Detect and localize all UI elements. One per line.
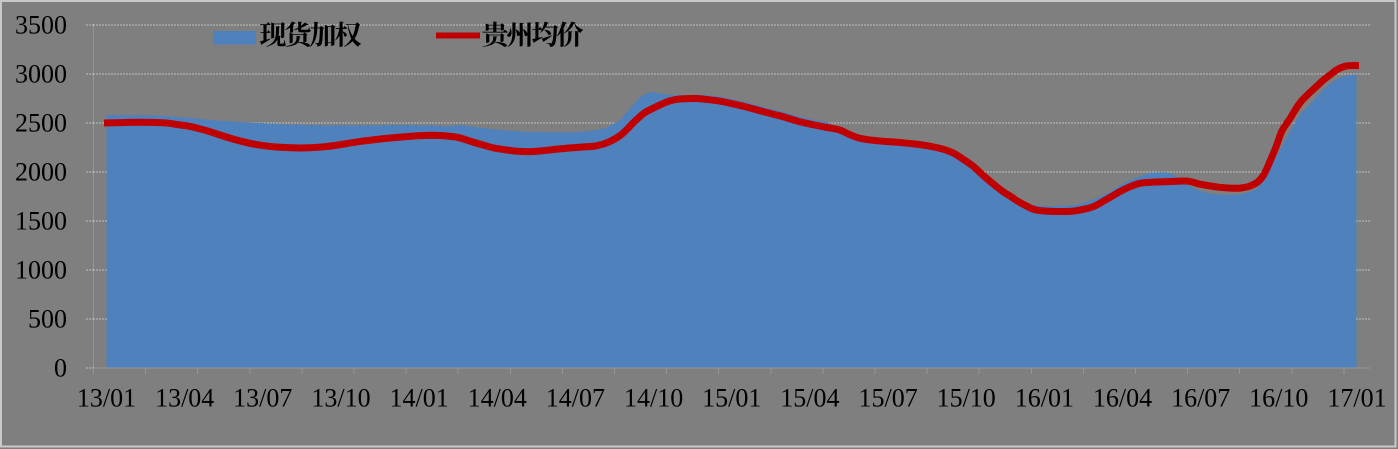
svg-text:13/07: 13/07 — [233, 384, 292, 413]
svg-text:1000: 1000 — [15, 256, 67, 285]
svg-text:16/01: 16/01 — [1015, 384, 1074, 413]
svg-text:3500: 3500 — [15, 11, 67, 40]
svg-text:15/04: 15/04 — [780, 384, 839, 413]
svg-text:13/01: 13/01 — [77, 384, 136, 413]
svg-text:14/07: 14/07 — [546, 384, 605, 413]
svg-text:15/01: 15/01 — [702, 384, 761, 413]
svg-text:14/10: 14/10 — [624, 384, 683, 413]
svg-text:2500: 2500 — [15, 109, 67, 138]
svg-text:2000: 2000 — [15, 158, 67, 187]
svg-text:16/10: 16/10 — [1249, 384, 1308, 413]
svg-text:14/01: 14/01 — [389, 384, 448, 413]
svg-text:500: 500 — [28, 305, 67, 334]
svg-text:13/10: 13/10 — [311, 384, 370, 413]
svg-text:1500: 1500 — [15, 207, 67, 236]
svg-text:0: 0 — [54, 354, 67, 383]
svg-text:15/07: 15/07 — [858, 384, 917, 413]
svg-text:17/01: 17/01 — [1327, 384, 1386, 413]
svg-text:13/04: 13/04 — [155, 384, 214, 413]
svg-text:16/07: 16/07 — [1171, 384, 1230, 413]
svg-text:15/10: 15/10 — [937, 384, 996, 413]
svg-text:3000: 3000 — [15, 60, 67, 89]
svg-text:16/04: 16/04 — [1093, 384, 1152, 413]
svg-text:14/04: 14/04 — [468, 384, 527, 413]
